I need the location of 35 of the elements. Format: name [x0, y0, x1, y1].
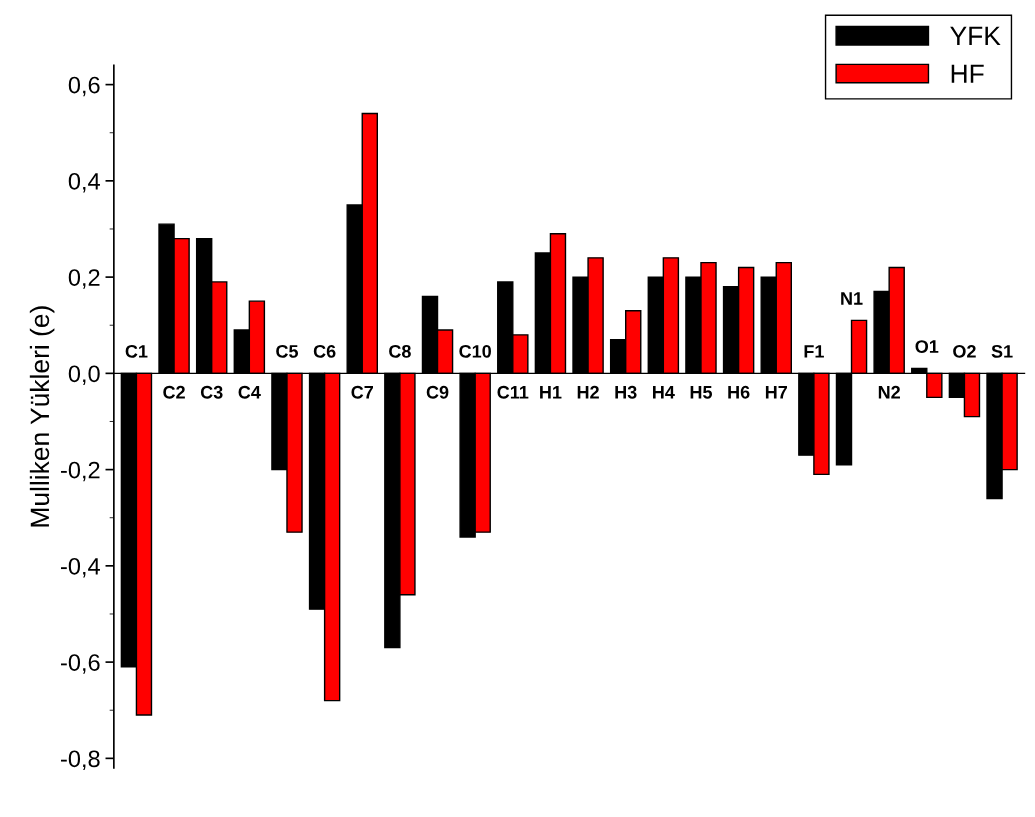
y-tick-label: 0,2	[68, 269, 100, 289]
x-tick-label: C8	[389, 344, 411, 358]
x-tick-label: H5	[690, 386, 713, 399]
x-tick-label: C9	[426, 385, 449, 399]
y-axis-title: Mulliken Yükleri (e)	[29, 306, 55, 527]
y-tick-label: -0,4	[61, 557, 100, 578]
x-tick-label: C1	[125, 344, 148, 358]
x-tick-label: N1	[841, 292, 863, 305]
x-tick-label: H4	[653, 386, 675, 399]
x-tick-label: F1	[804, 345, 824, 358]
x-tick-label: H3	[615, 385, 637, 399]
x-tick-label: C6	[313, 344, 336, 358]
x-tick-label: O1	[915, 340, 939, 353]
x-tick-label: S1	[991, 344, 1013, 358]
legend-label: HF	[951, 64, 984, 83]
y-tick-label: 0,4	[68, 172, 100, 193]
x-tick-label: C7	[351, 385, 373, 399]
x-tick-label: C5	[276, 344, 299, 358]
x-tick-label: C3	[200, 385, 223, 399]
x-tick-label: H7	[765, 386, 787, 399]
x-tick-label: H1	[540, 386, 562, 399]
y-tick-label: 0,0	[68, 365, 100, 385]
x-tick-label: N2	[878, 385, 900, 399]
x-tick-label: C10	[459, 344, 491, 358]
x-tick-label: O2	[953, 344, 976, 358]
y-tick-label: -0,8	[61, 750, 100, 770]
x-tick-label: H2	[577, 385, 599, 399]
x-tick-label: C11	[497, 385, 529, 399]
y-tick-label: -0,2	[61, 461, 100, 482]
legend-label: YFK	[950, 26, 1001, 45]
x-tick-label: H6	[728, 385, 750, 399]
y-tick-label: 0,6	[68, 76, 100, 97]
y-tick-label: -0,6	[61, 654, 100, 674]
x-tick-label: C2	[163, 385, 185, 399]
x-tick-label: C4	[238, 385, 261, 399]
